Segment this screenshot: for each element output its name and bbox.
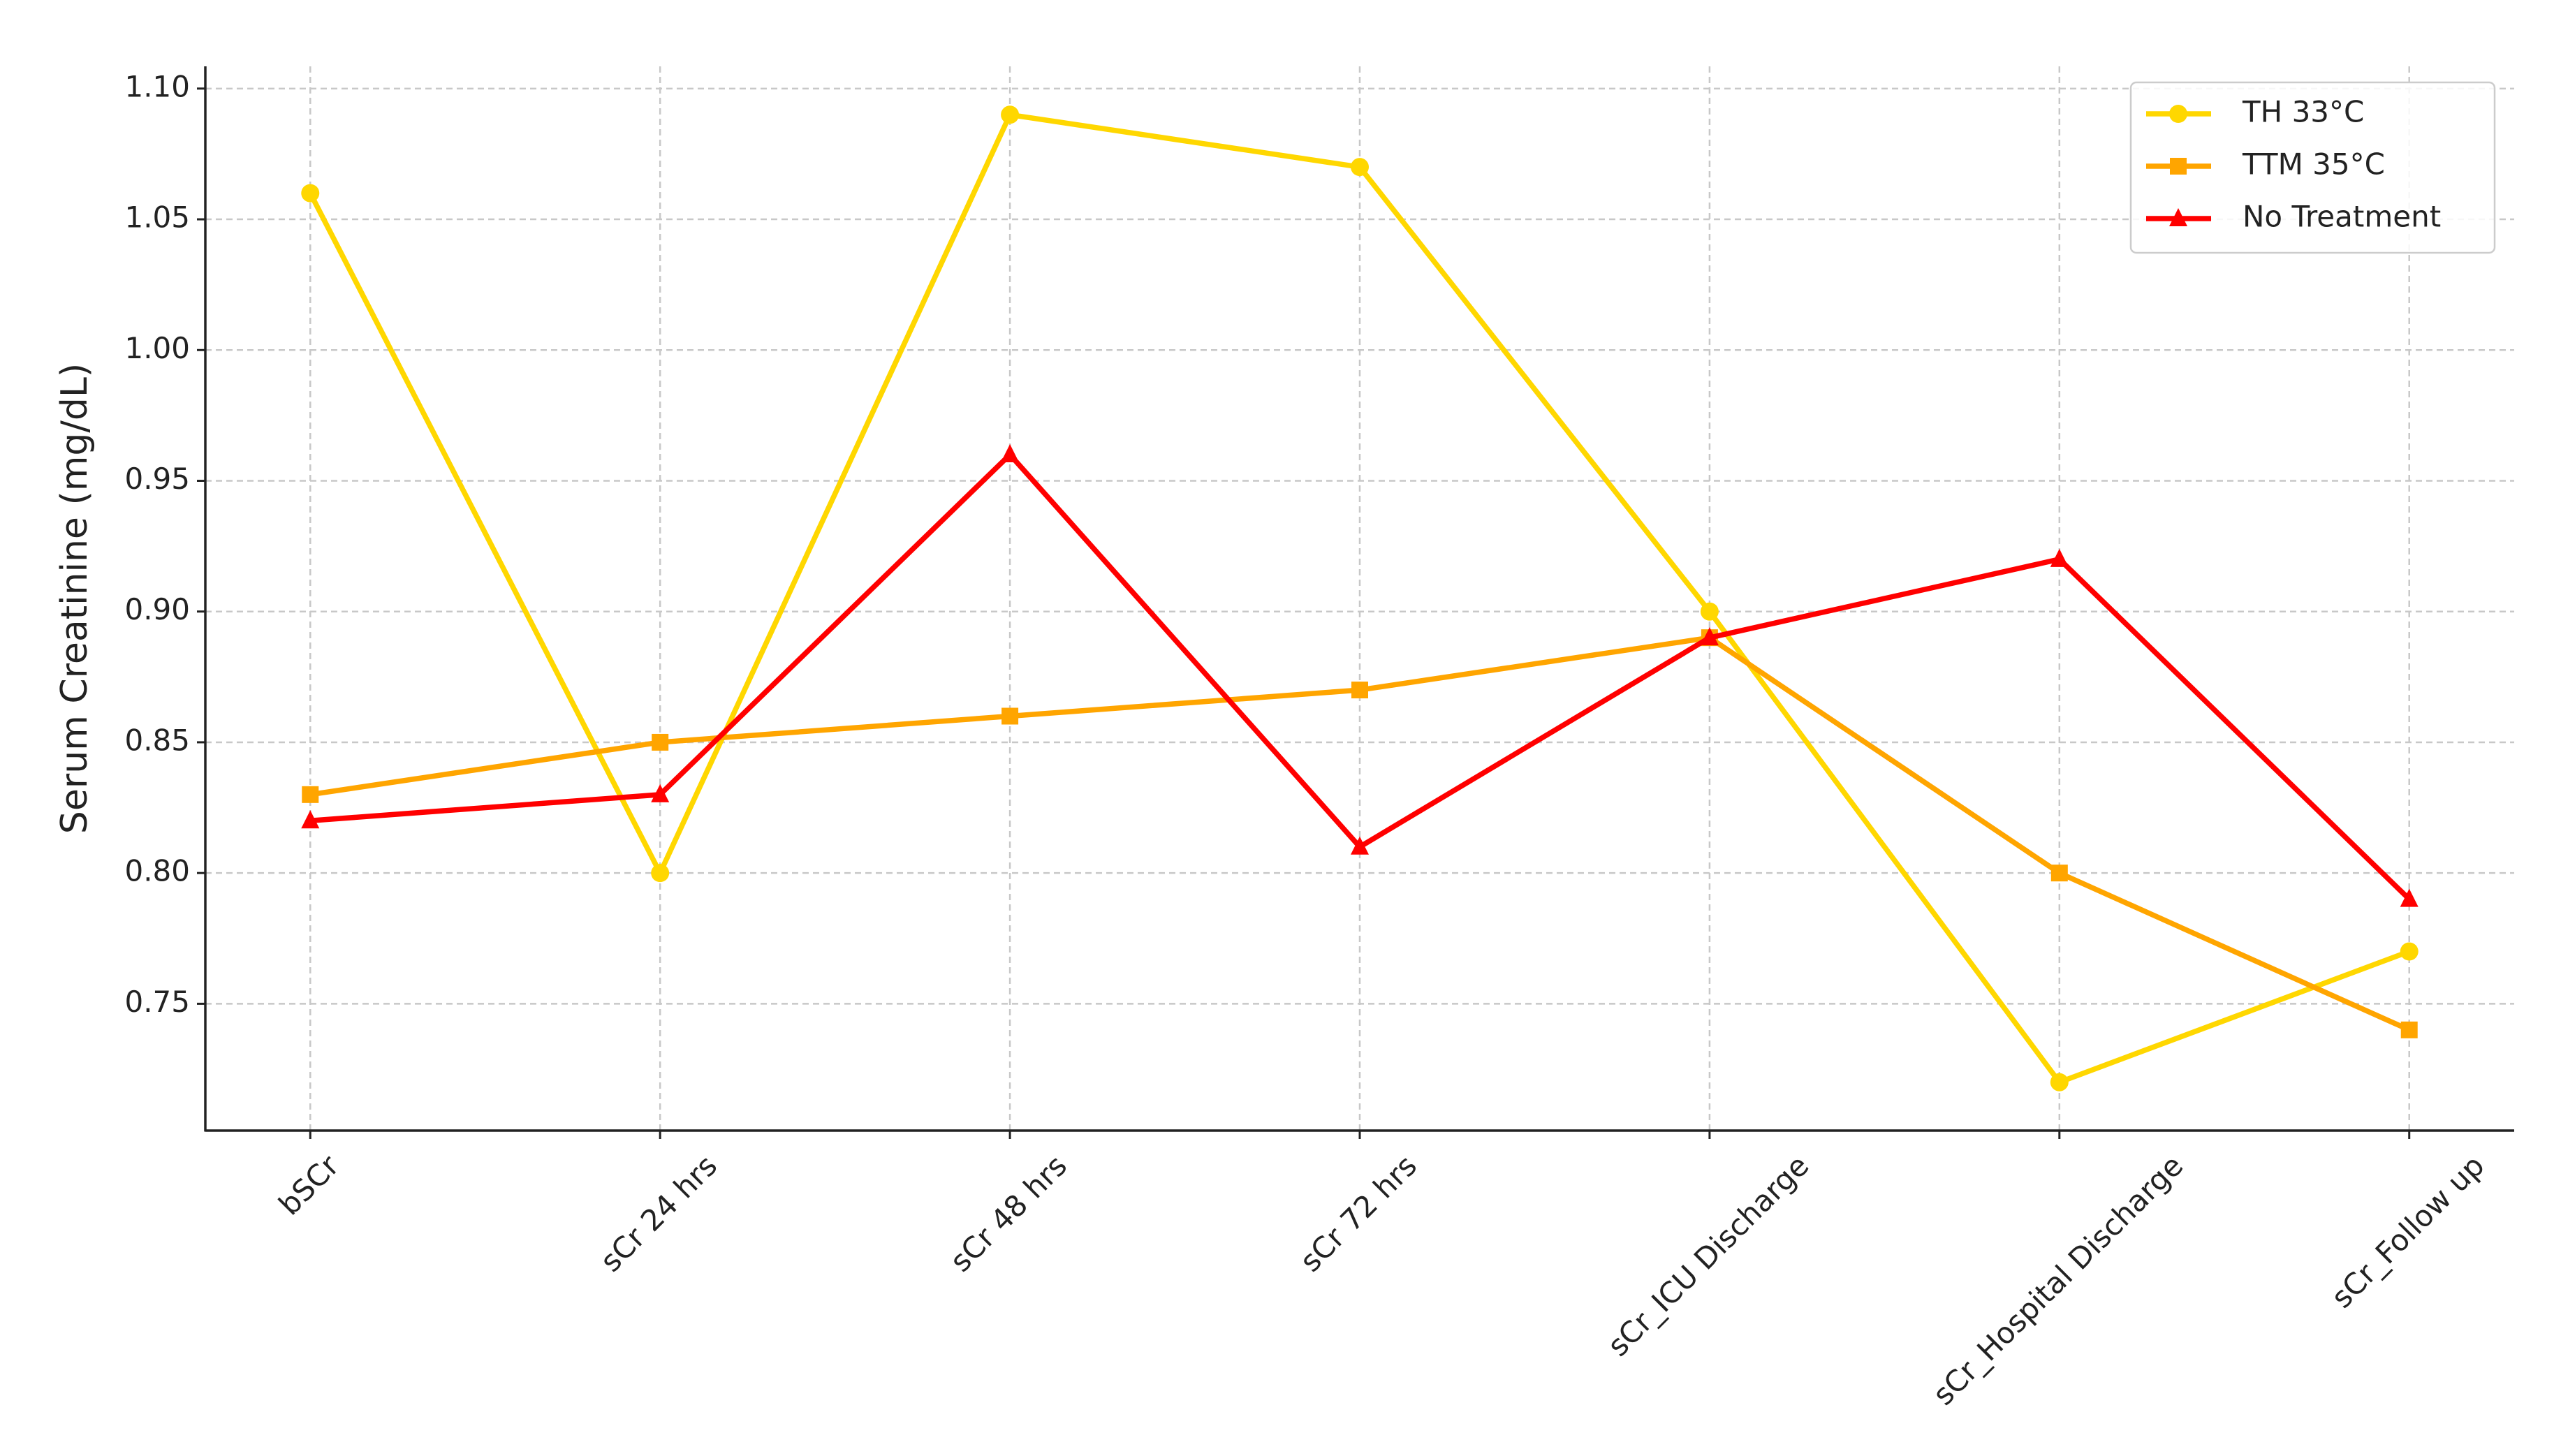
y-axis-label: Serum Creatinine (mg/dL) xyxy=(54,363,96,834)
marker xyxy=(2169,105,2187,123)
legend-label: No Treatment xyxy=(2243,200,2441,234)
y-tick-label: 0.75 xyxy=(124,985,190,1019)
marker xyxy=(1351,682,1368,699)
marker xyxy=(1700,602,1719,621)
legend-box xyxy=(2129,81,2496,254)
marker xyxy=(1351,836,1369,855)
marker xyxy=(2400,1021,2418,1038)
marker xyxy=(2400,942,2419,961)
marker xyxy=(1351,158,1369,177)
marker xyxy=(2050,548,2069,567)
marker xyxy=(301,810,320,829)
y-tick-label: 1.05 xyxy=(124,200,190,235)
marker xyxy=(2050,1073,2069,1091)
marker xyxy=(1700,627,1719,646)
y-tick-label: 1.10 xyxy=(124,69,190,103)
marker xyxy=(652,733,669,751)
marker xyxy=(651,864,670,883)
y-tick-label: 0.85 xyxy=(124,723,190,757)
legend-label: TH 33°C xyxy=(2242,95,2364,129)
marker xyxy=(2170,158,2187,175)
y-tick-label: 0.95 xyxy=(124,462,190,496)
marker xyxy=(651,784,670,802)
marker xyxy=(1001,105,1020,124)
marker xyxy=(2050,865,2068,882)
marker xyxy=(1001,707,1019,725)
marker xyxy=(301,184,320,203)
marker xyxy=(1001,444,1020,463)
y-tick-label: 0.90 xyxy=(124,592,190,626)
legend: TH 33°C TTM 35°C No Treatment xyxy=(2129,81,2496,254)
marker xyxy=(2400,888,2419,907)
y-tick-label: 0.80 xyxy=(124,854,190,888)
legend-label: TTM 35°C xyxy=(2242,147,2385,182)
marker xyxy=(2169,208,2187,226)
y-tick-label: 1.00 xyxy=(124,331,190,365)
marker xyxy=(302,786,319,803)
